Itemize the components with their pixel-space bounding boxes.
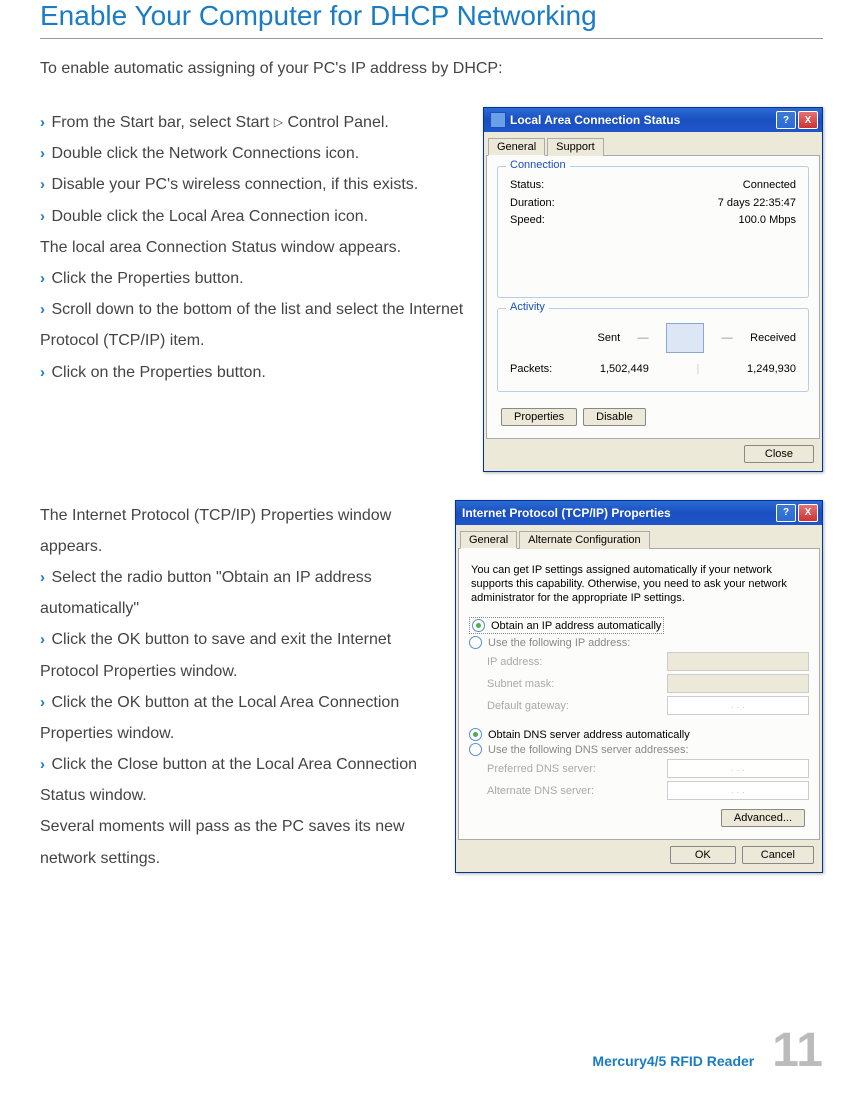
step-plain: The local area Connection Status window …	[40, 232, 471, 263]
step-plain: Several moments will pass as the PC save…	[40, 811, 443, 873]
alt-dns-input: . . .	[667, 781, 809, 800]
radio-label: Use the following IP address:	[488, 637, 630, 649]
bullet-icon: ›	[40, 694, 45, 711]
triangle-icon: ▷	[274, 111, 283, 134]
step-text: Click the Properties button.	[51, 270, 243, 287]
cancel-button[interactable]: Cancel	[742, 846, 814, 864]
lan-status-window: Local Area Connection Status ? X General…	[483, 107, 823, 472]
disable-button[interactable]: Disable	[583, 408, 646, 426]
group-connection: Connection	[506, 159, 570, 171]
window-icon	[490, 112, 506, 128]
radio-use-dns[interactable]	[469, 743, 482, 756]
ok-button[interactable]: OK	[670, 846, 736, 864]
bullet-icon: ›	[40, 569, 45, 586]
duration-value: 7 days 22:35:47	[718, 195, 796, 213]
alt-dns-label: Alternate DNS server:	[487, 785, 594, 797]
status-value: Connected	[743, 177, 796, 195]
page-number: 11	[772, 1023, 823, 1078]
bullet-icon: ›	[40, 208, 45, 225]
step-text: Scroll down to the bottom of the list an…	[40, 301, 463, 349]
ip-input	[667, 652, 809, 671]
group-activity: Activity	[506, 301, 549, 313]
bullet-icon: ›	[40, 364, 45, 381]
product-name: Mercury4/5 RFID Reader	[592, 1053, 754, 1069]
ip-label: IP address:	[487, 656, 542, 668]
tcpip-window: Internet Protocol (TCP/IP) Properties ? …	[455, 500, 823, 874]
bullet-icon: ›	[40, 631, 45, 648]
footer: Mercury4/5 RFID Reader 11	[592, 1023, 823, 1078]
step-text: Double click the Network Connections ico…	[51, 145, 359, 162]
tcpip-description: You can get IP settings assigned automat…	[469, 559, 809, 616]
radio-use-ip[interactable]	[469, 636, 482, 649]
step-text: From the Start bar, select Start	[51, 114, 273, 131]
properties-button[interactable]: Properties	[501, 408, 577, 426]
pref-dns-input: . . .	[667, 759, 809, 778]
tab-support[interactable]: Support	[547, 138, 604, 156]
radio-label: Use the following DNS server addresses:	[488, 744, 689, 756]
close-button[interactable]: X	[798, 504, 818, 522]
step-text: Click on the Properties button.	[51, 364, 265, 381]
close-button[interactable]: Close	[744, 445, 814, 463]
step-text: Control Panel.	[283, 114, 389, 131]
bullet-icon: ›	[40, 756, 45, 773]
speed-value: 100.0 Mbps	[739, 212, 796, 230]
sent-label: Sent	[598, 332, 621, 344]
tab-alt-config[interactable]: Alternate Configuration	[519, 531, 650, 549]
step-text: Click the OK button to save and exit the…	[40, 631, 391, 679]
advanced-button[interactable]: Advanced...	[721, 809, 805, 827]
window-title: Internet Protocol (TCP/IP) Properties	[462, 506, 671, 520]
radio-label: Obtain DNS server address automatically	[488, 729, 690, 741]
titlebar[interactable]: Local Area Connection Status ? X	[484, 108, 822, 132]
pref-dns-label: Preferred DNS server:	[487, 763, 596, 775]
step-text: Disable your PC's wireless connection, i…	[51, 176, 418, 193]
packets-label: Packets:	[510, 361, 552, 379]
radio-label: Obtain an IP address automatically	[491, 620, 661, 632]
packets-received: 1,249,930	[747, 361, 796, 379]
speed-label: Speed:	[510, 212, 545, 230]
steps-section-1: › From the Start bar, select Start ▷ Con…	[40, 107, 471, 388]
tab-general[interactable]: General	[460, 531, 517, 549]
close-button[interactable]: X	[798, 111, 818, 129]
network-icon	[666, 323, 704, 353]
radio-obtain-ip[interactable]	[472, 619, 485, 632]
gateway-input: . . .	[667, 696, 809, 715]
steps-section-2: The Internet Protocol (TCP/IP) Propertie…	[40, 500, 443, 874]
step-text: Double click the Local Area Connection i…	[51, 208, 368, 225]
subnet-input	[667, 674, 809, 693]
step-text: Select the radio button "Obtain an IP ad…	[40, 569, 372, 617]
received-label: Received	[750, 332, 796, 344]
bullet-icon: ›	[40, 114, 45, 131]
bullet-icon: ›	[40, 301, 45, 318]
status-label: Status:	[510, 177, 544, 195]
bullet-icon: ›	[40, 145, 45, 162]
window-title: Local Area Connection Status	[510, 113, 680, 127]
radio-obtain-dns[interactable]	[469, 728, 482, 741]
step-plain: The Internet Protocol (TCP/IP) Propertie…	[40, 500, 443, 562]
gateway-label: Default gateway:	[487, 700, 569, 712]
help-button[interactable]: ?	[776, 111, 796, 129]
packets-sent: 1,502,449	[600, 361, 649, 379]
tab-general[interactable]: General	[488, 138, 545, 156]
intro-text: To enable automatic assigning of your PC…	[40, 57, 823, 81]
subnet-label: Subnet mask:	[487, 678, 554, 690]
step-text: Click the OK button at the Local Area Co…	[40, 694, 399, 742]
bullet-icon: ›	[40, 270, 45, 287]
page-title: Enable Your Computer for DHCP Networking	[40, 0, 823, 39]
bullet-icon: ›	[40, 176, 45, 193]
step-text: Click the Close button at the Local Area…	[40, 756, 417, 804]
help-button[interactable]: ?	[776, 504, 796, 522]
duration-label: Duration:	[510, 195, 555, 213]
titlebar[interactable]: Internet Protocol (TCP/IP) Properties ? …	[456, 501, 822, 525]
